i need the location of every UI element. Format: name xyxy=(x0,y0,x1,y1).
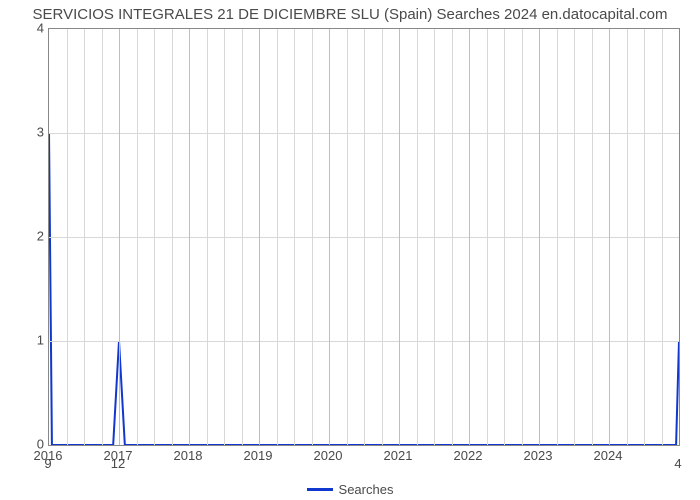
vgrid-line xyxy=(329,29,330,445)
vgrid-line xyxy=(312,29,313,445)
xtick-label: 2021 xyxy=(384,448,413,463)
vgrid-line xyxy=(399,29,400,445)
data-point-label: 12 xyxy=(111,456,125,471)
ytick-label: 4 xyxy=(4,21,44,36)
vgrid-line xyxy=(662,29,663,445)
vgrid-line xyxy=(259,29,260,445)
vgrid-line xyxy=(84,29,85,445)
vgrid-line xyxy=(67,29,68,445)
chart-title: SERVICIOS INTEGRALES 21 DE DICIEMBRE SLU… xyxy=(0,6,700,23)
xtick-label: 2019 xyxy=(244,448,273,463)
vgrid-line xyxy=(224,29,225,445)
vgrid-line xyxy=(522,29,523,445)
vgrid-line xyxy=(382,29,383,445)
vgrid-line xyxy=(434,29,435,445)
xtick-label: 2018 xyxy=(174,448,203,463)
plot-area xyxy=(48,28,680,446)
vgrid-line xyxy=(417,29,418,445)
vgrid-line xyxy=(469,29,470,445)
legend-label: Searches xyxy=(339,482,394,497)
vgrid-line xyxy=(347,29,348,445)
vgrid-line xyxy=(609,29,610,445)
legend: Searches xyxy=(0,478,700,497)
xtick-label: 2022 xyxy=(454,448,483,463)
legend-swatch xyxy=(307,488,333,491)
ytick-label: 1 xyxy=(4,333,44,348)
vgrid-line xyxy=(242,29,243,445)
vgrid-line xyxy=(557,29,558,445)
data-point-label: 4 xyxy=(674,456,681,471)
vgrid-line xyxy=(574,29,575,445)
data-point-label: 9 xyxy=(44,456,51,471)
vgrid-line xyxy=(452,29,453,445)
vgrid-line xyxy=(277,29,278,445)
vgrid-line xyxy=(504,29,505,445)
vgrid-line xyxy=(627,29,628,445)
vgrid-line xyxy=(364,29,365,445)
chart-container: SERVICIOS INTEGRALES 21 DE DICIEMBRE SLU… xyxy=(0,0,700,500)
vgrid-line xyxy=(172,29,173,445)
vgrid-line xyxy=(137,29,138,445)
vgrid-line xyxy=(119,29,120,445)
vgrid-line xyxy=(154,29,155,445)
ytick-label: 2 xyxy=(4,229,44,244)
vgrid-line xyxy=(644,29,645,445)
ytick-label: 3 xyxy=(4,125,44,140)
vgrid-line xyxy=(207,29,208,445)
vgrid-line xyxy=(294,29,295,445)
vgrid-line xyxy=(102,29,103,445)
legend-item-searches: Searches xyxy=(307,482,394,497)
vgrid-line xyxy=(592,29,593,445)
xtick-label: 2020 xyxy=(314,448,343,463)
vgrid-line xyxy=(189,29,190,445)
vgrid-line xyxy=(539,29,540,445)
vgrid-line xyxy=(487,29,488,445)
xtick-label: 2024 xyxy=(594,448,623,463)
xtick-label: 2023 xyxy=(524,448,553,463)
